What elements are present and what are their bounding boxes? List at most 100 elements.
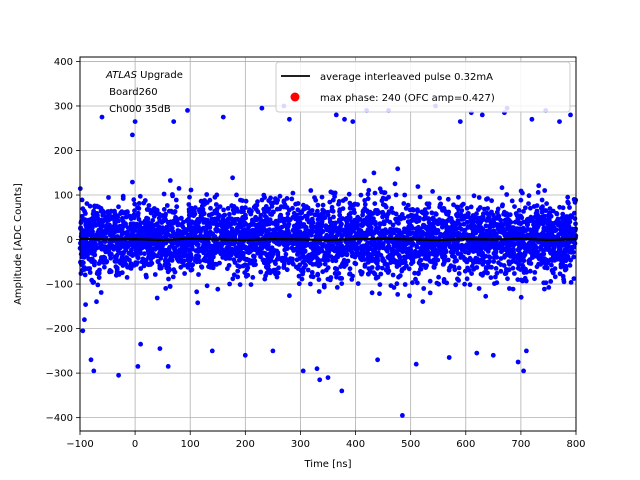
- scatter-point: [255, 246, 261, 252]
- scatter-point: [410, 230, 416, 236]
- scatter-point: [94, 299, 99, 305]
- scatter-point: [87, 249, 93, 255]
- scatter-point: [117, 241, 123, 246]
- scatter-point: [113, 264, 119, 270]
- scatter-point: [115, 228, 121, 234]
- scatter-point: [150, 254, 156, 260]
- annotation-upgrade: Upgrade: [137, 70, 183, 81]
- scatter-point: [367, 246, 373, 252]
- scatter-point: [542, 260, 548, 266]
- scatter-point: [197, 217, 203, 223]
- scatter-point: [240, 198, 245, 204]
- scatter-point: [496, 216, 501, 221]
- scatter-point: [369, 265, 375, 270]
- scatter-point: [464, 205, 470, 211]
- scatter-point: [296, 273, 302, 279]
- scatter-point: [156, 211, 162, 217]
- x-tick-label: 600: [456, 439, 475, 450]
- scatter-point: [375, 264, 381, 270]
- scatter-point: [116, 204, 121, 210]
- scatter-point: [371, 170, 377, 176]
- scatter-point: [411, 207, 416, 213]
- scatter-point: [358, 228, 364, 234]
- scatter-point-outlier: [171, 119, 177, 124]
- scatter-point: [267, 270, 273, 276]
- scatter-point: [498, 256, 504, 261]
- scatter-point: [406, 266, 412, 272]
- scatter-point: [434, 280, 440, 286]
- scatter-point: [330, 258, 335, 264]
- scatter-point: [304, 254, 310, 260]
- scatter-point: [106, 195, 111, 200]
- scatter-point: [147, 249, 153, 255]
- scatter-point: [441, 206, 446, 211]
- scatter-point: [458, 211, 464, 217]
- scatter-point: [135, 210, 141, 216]
- scatter-point: [335, 254, 341, 260]
- scatter-point-outlier: [220, 114, 226, 120]
- scatter-point: [242, 256, 248, 262]
- scatter-point: [327, 199, 333, 205]
- scatter-point: [164, 251, 170, 257]
- scatter-point: [151, 208, 157, 214]
- scatter-point: [567, 263, 573, 268]
- scatter-point: [511, 242, 516, 248]
- scatter-point: [315, 202, 321, 208]
- x-tick-label: −100: [66, 439, 93, 450]
- scatter-point: [80, 206, 86, 212]
- scatter-point: [87, 203, 93, 209]
- scatter-point: [433, 211, 438, 217]
- scatter-point: [467, 246, 473, 252]
- scatter-point: [132, 201, 138, 207]
- scatter-point: [474, 259, 479, 265]
- annotation-atlas: ATLAS: [105, 70, 138, 81]
- scatter-point: [107, 268, 113, 273]
- scatter-point: [571, 210, 577, 216]
- scatter-point: [281, 264, 287, 270]
- scatter-point: [496, 260, 501, 266]
- scatter-point: [566, 244, 572, 249]
- scatter-point: [562, 224, 568, 230]
- scatter-point: [309, 270, 315, 275]
- scatter-point: [260, 257, 266, 263]
- scatter-point: [389, 205, 395, 211]
- scatter-point: [245, 265, 251, 271]
- scatter-point: [362, 202, 368, 207]
- scatter-point: [305, 267, 311, 273]
- scatter-point: [493, 274, 498, 280]
- scatter-point: [308, 188, 314, 193]
- scatter-point: [175, 228, 181, 233]
- scatter-point: [319, 194, 325, 200]
- scatter-point: [521, 266, 527, 272]
- scatter-point: [486, 254, 492, 259]
- scatter-point: [206, 212, 212, 218]
- scatter-point: [231, 257, 237, 263]
- scatter-point: [523, 205, 528, 211]
- x-axis-ticks: −100 0 100 200 300 400 500 600 700 800: [66, 431, 586, 450]
- scatter-point-outlier: [446, 355, 452, 360]
- scatter-point: [108, 224, 113, 230]
- scatter-point: [150, 230, 156, 236]
- legend-entry-line: average interleaved pulse 0.32mA: [320, 72, 493, 83]
- scatter-point: [377, 291, 382, 297]
- scatter-point: [137, 224, 143, 229]
- scatter-point: [369, 290, 375, 296]
- scatter-point: [139, 245, 145, 251]
- scatter-point: [285, 224, 291, 229]
- scatter-point: [119, 251, 125, 257]
- scatter-point: [528, 250, 534, 256]
- scatter-point: [216, 244, 222, 250]
- scatter-point: [538, 205, 544, 211]
- scatter-point: [462, 256, 468, 262]
- scatter-point: [112, 208, 117, 214]
- scatter-points: [77, 103, 579, 418]
- scatter-point: [163, 257, 168, 263]
- scatter-point: [533, 232, 538, 238]
- scatter-point: [546, 258, 551, 264]
- scatter-point: [373, 222, 378, 227]
- scatter-point: [485, 196, 490, 202]
- scatter-point: [118, 257, 124, 263]
- scatter-point: [89, 221, 95, 227]
- scatter-point: [237, 242, 243, 248]
